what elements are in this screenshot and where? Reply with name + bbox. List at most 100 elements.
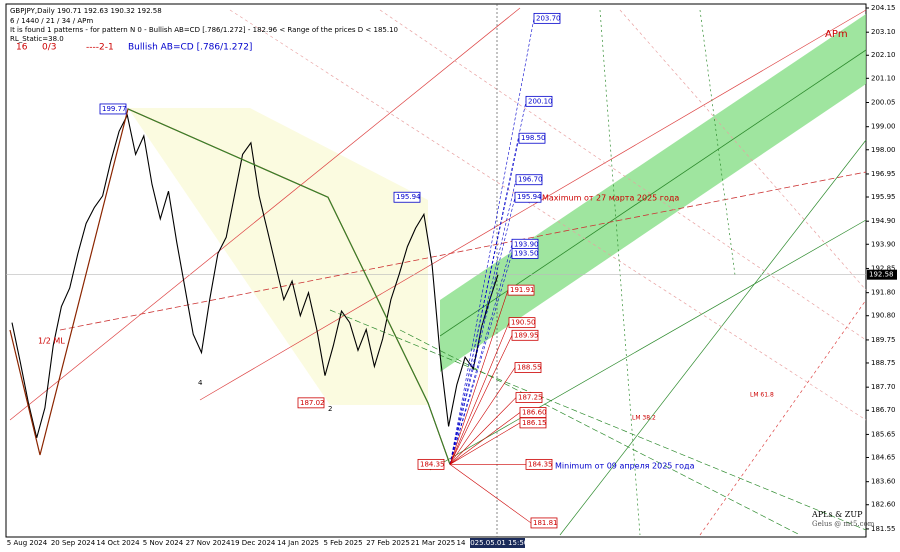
x-tick-label: 5 Nov 2024	[143, 539, 184, 547]
x-tick-label: 5 Aug 2024	[7, 539, 48, 547]
annotation: Maximum от 27 марта 2025 года	[542, 194, 679, 203]
annotation: APLs & ZUP	[811, 510, 863, 519]
fan-line	[449, 290, 509, 465]
price-label: 187.25	[518, 394, 543, 402]
info: It is found 1 patterns - for pattern N 0…	[10, 26, 398, 34]
price-label: 190.50	[511, 319, 536, 327]
title: GBPJPY,Daily 190.71 192.63 190.32 192.58	[10, 7, 162, 15]
price-line	[11, 113, 499, 439]
info: 6 / 1440 / 21 / 34 / APm	[10, 17, 93, 25]
y-tick-label: 201.10	[871, 74, 896, 82]
dashed-line	[329, 309, 867, 531]
price-box	[514, 362, 542, 373]
price-box	[393, 191, 421, 203]
price-box	[507, 284, 535, 296]
dotted-line	[619, 9, 867, 291]
y-tick-label: 185.65	[871, 430, 896, 438]
x-tick-label: 5 Feb 2025	[323, 539, 362, 547]
y-tick-label: 186.70	[871, 406, 896, 414]
y-tick-label: 182.60	[871, 501, 896, 509]
fan-line	[449, 253, 513, 465]
info: RL_Static=38.0	[10, 35, 64, 43]
x-tick-label: 20 Sep 2024	[51, 539, 96, 547]
price-label: 195.94	[396, 193, 421, 201]
fork-line	[559, 139, 867, 536]
price-label: 196.70	[518, 176, 543, 184]
price-box	[511, 329, 539, 341]
pattern	[127, 108, 451, 465]
price-box	[518, 132, 546, 144]
price-label: 193.50	[514, 249, 539, 257]
counter: 0/3	[42, 43, 56, 53]
fan-line	[449, 197, 516, 465]
y-tick-label: 189.75	[871, 336, 896, 344]
price-label: 193.90	[514, 240, 539, 248]
x-tick-label: 27 Feb 2025	[366, 539, 410, 547]
y-tick-label: 198.00	[871, 146, 896, 154]
shade	[128, 108, 428, 405]
price-label: 186.60	[522, 409, 547, 417]
price-box	[99, 103, 127, 115]
fan-line	[449, 464, 532, 524]
price-label: 200.10	[528, 97, 553, 105]
price-label: 187.02	[300, 399, 325, 407]
annotation: Minimum от 09 апреля 2025 года	[555, 462, 695, 471]
x-tick-label: 14	[457, 539, 466, 547]
pattern-name: Bullish AB=CD [.786/1.272]	[128, 43, 252, 53]
fan-line	[449, 244, 513, 465]
plot-frame	[5, 3, 867, 538]
annotation: 2	[328, 405, 332, 413]
fan-line	[449, 179, 517, 465]
price-box	[515, 392, 543, 403]
fork-line	[429, 219, 867, 471]
y-tick-label: 203.10	[871, 28, 896, 36]
fan-line	[449, 367, 516, 465]
annotation: 1/2 ML	[38, 337, 65, 346]
price-box	[525, 458, 553, 470]
y-tick-label: 195.95	[871, 193, 896, 201]
y-tick-label: 194.90	[871, 217, 896, 225]
fan-line	[449, 412, 521, 465]
x-tick-label: 27 Nov 2024	[186, 539, 231, 547]
price-label: 198.50	[521, 134, 546, 142]
price-label: 199.77	[102, 105, 127, 113]
dotted-line	[229, 9, 867, 421]
y-tick-label: 204.15	[871, 4, 896, 12]
fan-line	[449, 422, 521, 465]
fan-line	[449, 322, 510, 465]
dashed-line	[399, 329, 801, 536]
annotation: 4	[198, 379, 203, 387]
fan-line	[449, 18, 535, 465]
counter: 16	[16, 43, 28, 53]
annotation: LM 61.8	[750, 392, 774, 399]
price-label: 188.55	[517, 364, 542, 372]
y-tick-label: 190.80	[871, 312, 896, 320]
y-tick-label: 181.55	[871, 525, 896, 533]
y-tick-label: 199.00	[871, 123, 896, 131]
median-line	[59, 171, 867, 331]
x-tick-label: 14 Jan 2025	[277, 539, 319, 547]
y-tick-label: 200.05	[871, 99, 896, 107]
fan-line	[449, 138, 520, 465]
x-tick-label: 14 Oct 2024	[96, 539, 140, 547]
fan-line	[449, 335, 513, 465]
price-box	[530, 517, 558, 529]
current-price-label: 192.58	[869, 271, 894, 279]
current-price-box	[867, 269, 897, 280]
price-label: 186.15	[522, 419, 547, 427]
price-label: 184.35	[420, 460, 445, 468]
price-box	[511, 248, 539, 259]
fork-line	[9, 7, 521, 421]
y-tick-label: 191.80	[871, 289, 896, 297]
price-label: 203.70	[536, 14, 561, 22]
price-box	[515, 174, 543, 186]
price-label: 181.81	[533, 519, 558, 527]
price-label: 184.35	[528, 460, 553, 468]
y-tick-label: 196.95	[871, 170, 896, 178]
annotation: Gelus @ mt5.com	[812, 520, 875, 528]
price-box	[525, 95, 553, 107]
y-tick-label: 187.70	[871, 383, 896, 391]
price-label: 189.95	[514, 331, 539, 339]
x-tick-label: 21 Mar 2025	[411, 539, 455, 547]
